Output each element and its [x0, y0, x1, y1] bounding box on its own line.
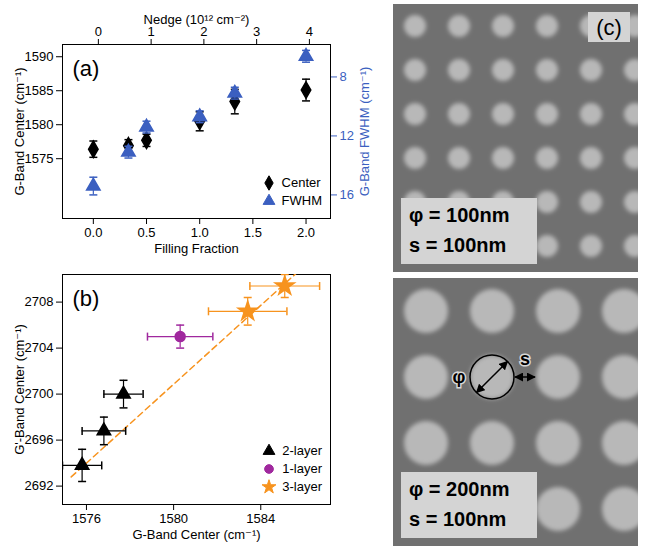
svg-text:3: 3: [253, 24, 260, 39]
svg-text:16: 16: [340, 187, 354, 202]
svg-text:2700: 2700: [25, 386, 54, 401]
svg-text:(a): (a): [73, 56, 100, 81]
svg-text:2: 2: [200, 23, 208, 39]
svg-text:1576: 1576: [72, 511, 101, 526]
svg-text:G-Band Center (cm⁻¹): G-Band Center (cm⁻¹): [132, 527, 260, 542]
svg-text:G-Band FWHM (cm⁻¹): G-Band FWHM (cm⁻¹): [357, 67, 372, 197]
svg-text:G-Band Center (cm⁻¹): G-Band Center (cm⁻¹): [12, 67, 27, 195]
svg-text:s = 100nm: s = 100nm: [409, 234, 506, 256]
html-text:1-layer: 1-layer: [282, 461, 322, 476]
svg-text:1580: 1580: [159, 511, 188, 526]
svg-text:s: s: [520, 349, 530, 369]
svg-text:2708: 2708: [25, 294, 54, 309]
svg-text:1.0: 1.0: [191, 225, 209, 240]
svg-text:12: 12: [340, 128, 354, 143]
svg-text:2696: 2696: [25, 432, 54, 447]
svg-text:1: 1: [147, 23, 155, 39]
svg-text:φ = 200nm: φ = 200nm: [409, 478, 509, 500]
svg-text:8: 8: [340, 69, 347, 84]
html-text:Center: Center: [281, 175, 321, 190]
svg-text:1585: 1585: [25, 83, 54, 98]
svg-text:1580: 1580: [25, 117, 54, 132]
svg-text:G'-Band Center (cm⁻¹): G'-Band Center (cm⁻¹): [12, 324, 27, 455]
svg-text:0: 0: [95, 24, 102, 39]
svg-text:(b): (b): [73, 286, 100, 311]
svg-text:2692: 2692: [25, 478, 54, 493]
svg-text:0.5: 0.5: [137, 225, 155, 240]
svg-text:φ: φ: [453, 367, 466, 387]
svg-text:s = 100nm: s = 100nm: [409, 508, 506, 530]
svg-text:1584: 1584: [246, 511, 275, 526]
html-text:2-layer: 2-layer: [282, 443, 322, 458]
svg-text:2704: 2704: [25, 340, 54, 355]
svg-text:1590: 1590: [25, 49, 54, 64]
svg-text:(c): (c): [596, 15, 622, 40]
svg-text:Filling Fraction: Filling Fraction: [154, 241, 239, 256]
svg-text:4: 4: [306, 24, 313, 39]
svg-text:0.0: 0.0: [84, 225, 102, 240]
svg-text:φ = 100nm: φ = 100nm: [409, 204, 509, 226]
svg-text:Nedge (10¹² cm⁻²): Nedge (10¹² cm⁻²): [144, 12, 250, 27]
html-text:3-layer: 3-layer: [282, 479, 322, 494]
html-text:FWHM: FWHM: [281, 193, 322, 208]
svg-text:1.5: 1.5: [244, 225, 262, 240]
svg-text:2.0: 2.0: [297, 225, 315, 240]
svg-text:1575: 1575: [25, 151, 54, 166]
